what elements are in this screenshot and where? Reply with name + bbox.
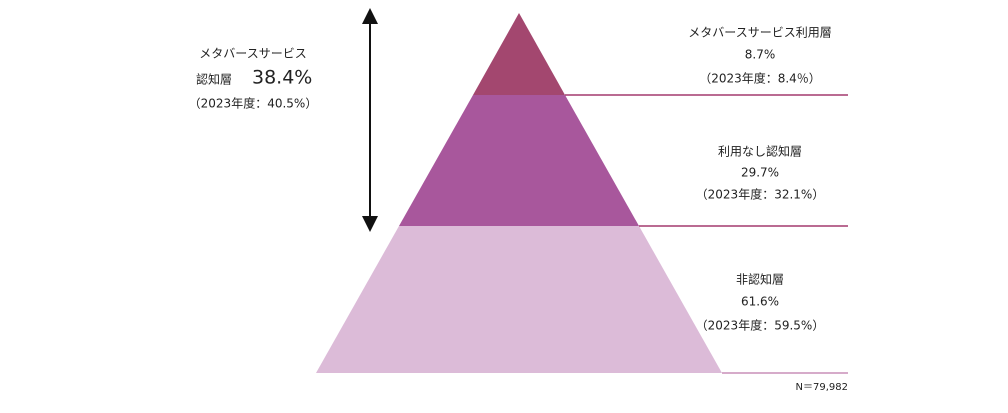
layer-previous: （2023年度：8.4％） — [699, 71, 821, 86]
layer-top — [473, 13, 565, 95]
awareness-label: 認知層 — [196, 72, 232, 87]
layer-name: 利用なし認知層 — [718, 144, 802, 159]
layer-previous: （2023年度：59.5%） — [696, 318, 825, 333]
layer-bottom — [316, 226, 722, 373]
layer-value: 61.6% — [741, 295, 779, 309]
awareness-label: メタバースサービス — [199, 47, 306, 61]
layer-name: 非認知層 — [736, 272, 784, 287]
layer-middle — [399, 95, 639, 226]
sample-note: N＝79,982 — [796, 382, 848, 393]
layer-value: 29.7% — [741, 166, 779, 180]
layer-name: メタバースサービス利用層 — [688, 26, 831, 40]
awareness-value: 38.4% — [252, 67, 312, 89]
awareness-previous: （2023年度：40.5%） — [189, 96, 318, 111]
layer-value: 8.7% — [745, 48, 776, 62]
layer-previous: （2023年度：32.1%） — [696, 187, 825, 202]
